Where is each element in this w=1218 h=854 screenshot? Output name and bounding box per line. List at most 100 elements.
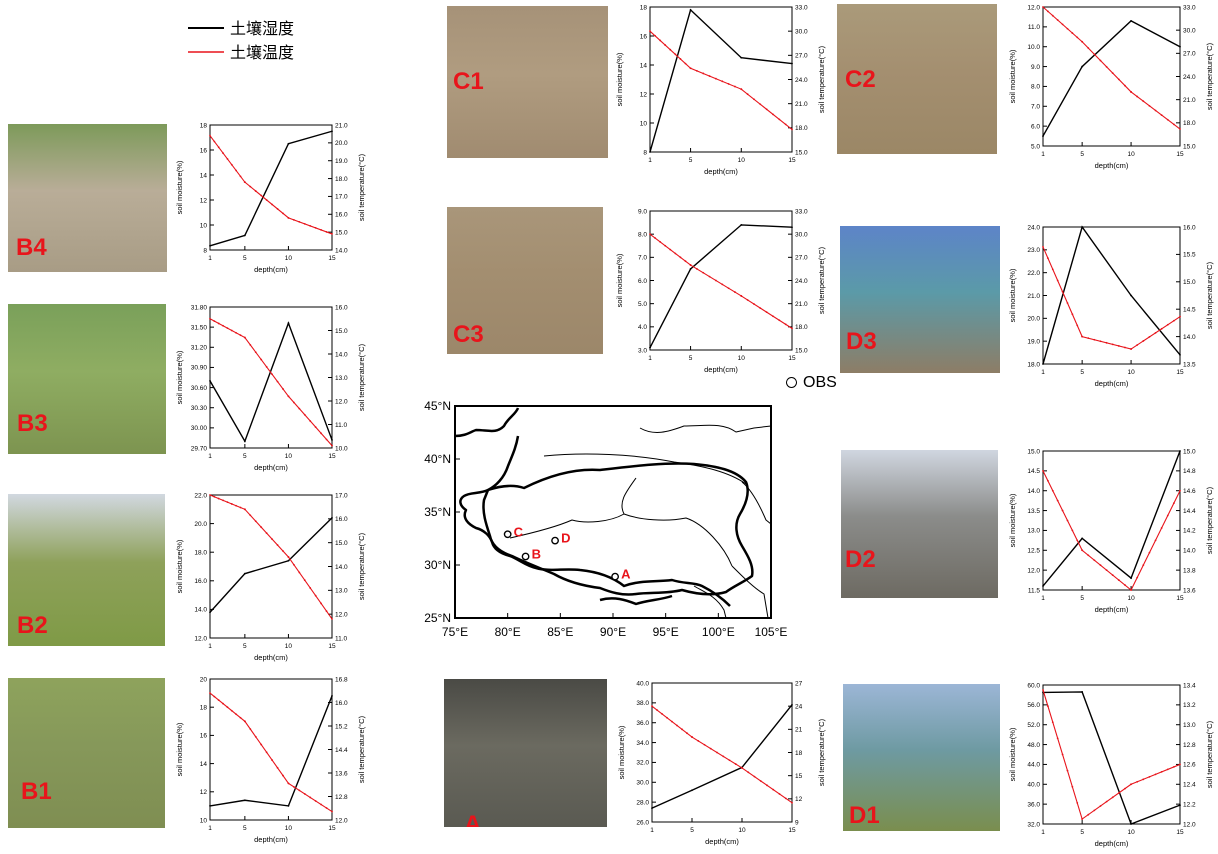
y-tick-label: 14 [640,62,648,69]
temperature-point [1117,78,1120,81]
temperature-point [1172,319,1175,322]
x-tick-label: 1 [1041,151,1045,158]
temperature-point [222,499,224,502]
lon-label: 80°E [495,625,521,639]
photo-A: A [444,679,607,827]
temperature-point [1166,514,1169,517]
temperature-point [740,295,743,297]
y2-tick-label: 14.0 [335,247,348,254]
map-border-thin [731,565,769,619]
temperature-point [784,797,787,800]
temperature-point [791,128,793,131]
photo-B4: B4 [8,124,167,272]
y-tick-label: 14.5 [1027,468,1040,475]
map-border-thick [454,407,731,607]
temperature-point [1042,689,1044,691]
temperature-point [1093,53,1096,56]
series-line-temperature [209,135,333,235]
y2-tick-label: 12 [795,796,803,803]
y2-tick-label: 30.0 [1183,27,1196,34]
temperature-point [325,438,328,441]
y-tick-label: 8 [643,149,647,156]
x-tick-label: 1 [648,355,652,362]
x-tick-label: 10 [738,827,746,834]
site-label-C3: C3 [453,321,484,348]
temperature-point [741,767,743,769]
y2-tick-label: 30.0 [795,28,808,35]
temperature-point [1105,800,1108,803]
moisture-point [651,807,653,809]
temperature-point [1071,32,1074,34]
y2-tick-label: 15.0 [1183,279,1196,286]
moisture-point [689,268,692,270]
temperature-point [325,231,328,233]
series-line-moisture [1042,20,1181,137]
temperature-point [230,503,233,505]
lat-label: 35°N [424,505,451,519]
temperature-point [243,336,246,339]
temperature-point [734,85,736,88]
moisture-point [791,703,793,706]
map-border-thin [639,424,772,433]
temperature-point [654,237,656,239]
obs-legend: OBS [786,374,837,392]
temperature-point [243,508,246,511]
temperature-point [1117,579,1120,581]
y2-tick-label: 13.8 [1183,567,1196,574]
station-label: A [621,567,631,582]
lon-label: 105°E [755,625,788,639]
map-plateau-outline [482,462,754,596]
x-tick-label: 1 [648,157,652,164]
temperature-point [772,788,775,791]
temperature-point [1046,10,1049,13]
temperature-point [721,80,724,83]
moisture-point [740,56,743,59]
temperature-point [1105,341,1108,344]
temperature-point [716,751,718,754]
temperature-point [325,807,328,809]
x-tick-label: 5 [689,355,693,362]
y2-tick-label: 18.0 [1183,120,1196,127]
x-tick-label: 15 [788,355,796,362]
temperature-point [1105,569,1108,572]
y2-axis-label: soil temperature(°C) [357,715,366,783]
series-line-moisture [649,8,793,153]
temperature-point [659,39,662,42]
temperature-point [1111,574,1114,577]
temperature-point [282,774,284,777]
y2-tick-label: 19.0 [335,158,348,165]
y-tick-label: 13.5 [1027,508,1040,515]
temperature-point [691,736,693,738]
y-tick-label: 10 [200,817,208,824]
temperature-point [753,303,755,305]
y2-tick-label: 14.4 [1183,508,1196,515]
temperature-point [1042,6,1044,8]
temperature-point [1093,338,1096,341]
series-line-temperature [209,318,333,447]
temperature-point [1124,787,1126,790]
temperature-point [320,229,323,231]
temperature-point [1124,346,1126,349]
chart-D2: 1 5 10 1511.512.012.513.013.514.014.515.013… [1008,448,1214,614]
x-tick-label: 5 [243,643,247,650]
plot-frame [1042,684,1181,825]
temperature-point [276,380,279,383]
y-tick-label: 8.0 [1031,84,1040,91]
temperature-point [265,751,268,754]
y-tick-label: 16 [200,147,208,154]
y-tick-label: 18 [640,4,648,11]
chart-B4: 1 5 10 158101214161814.015.016.017.018.019.… [175,122,366,274]
temperature-point [1142,100,1145,103]
y-tick-label: 31.80 [191,304,208,311]
moisture-point [209,379,211,382]
temperature-point [1046,257,1049,260]
y2-tick-label: 15.5 [1183,252,1196,259]
y2-tick-label: 27.0 [795,53,808,60]
temperature-point [1111,343,1114,346]
site-label-D2: D2 [845,546,876,573]
chart-D3: 1 5 10 1518.019.020.021.022.023.024.013.514… [1008,224,1214,388]
y-axis-label: soil moisture(%) [1008,268,1017,322]
y-axis-label: soil moisture(%) [1008,493,1017,547]
y-tick-label: 21.0 [1027,293,1040,300]
station-marker [503,530,512,539]
